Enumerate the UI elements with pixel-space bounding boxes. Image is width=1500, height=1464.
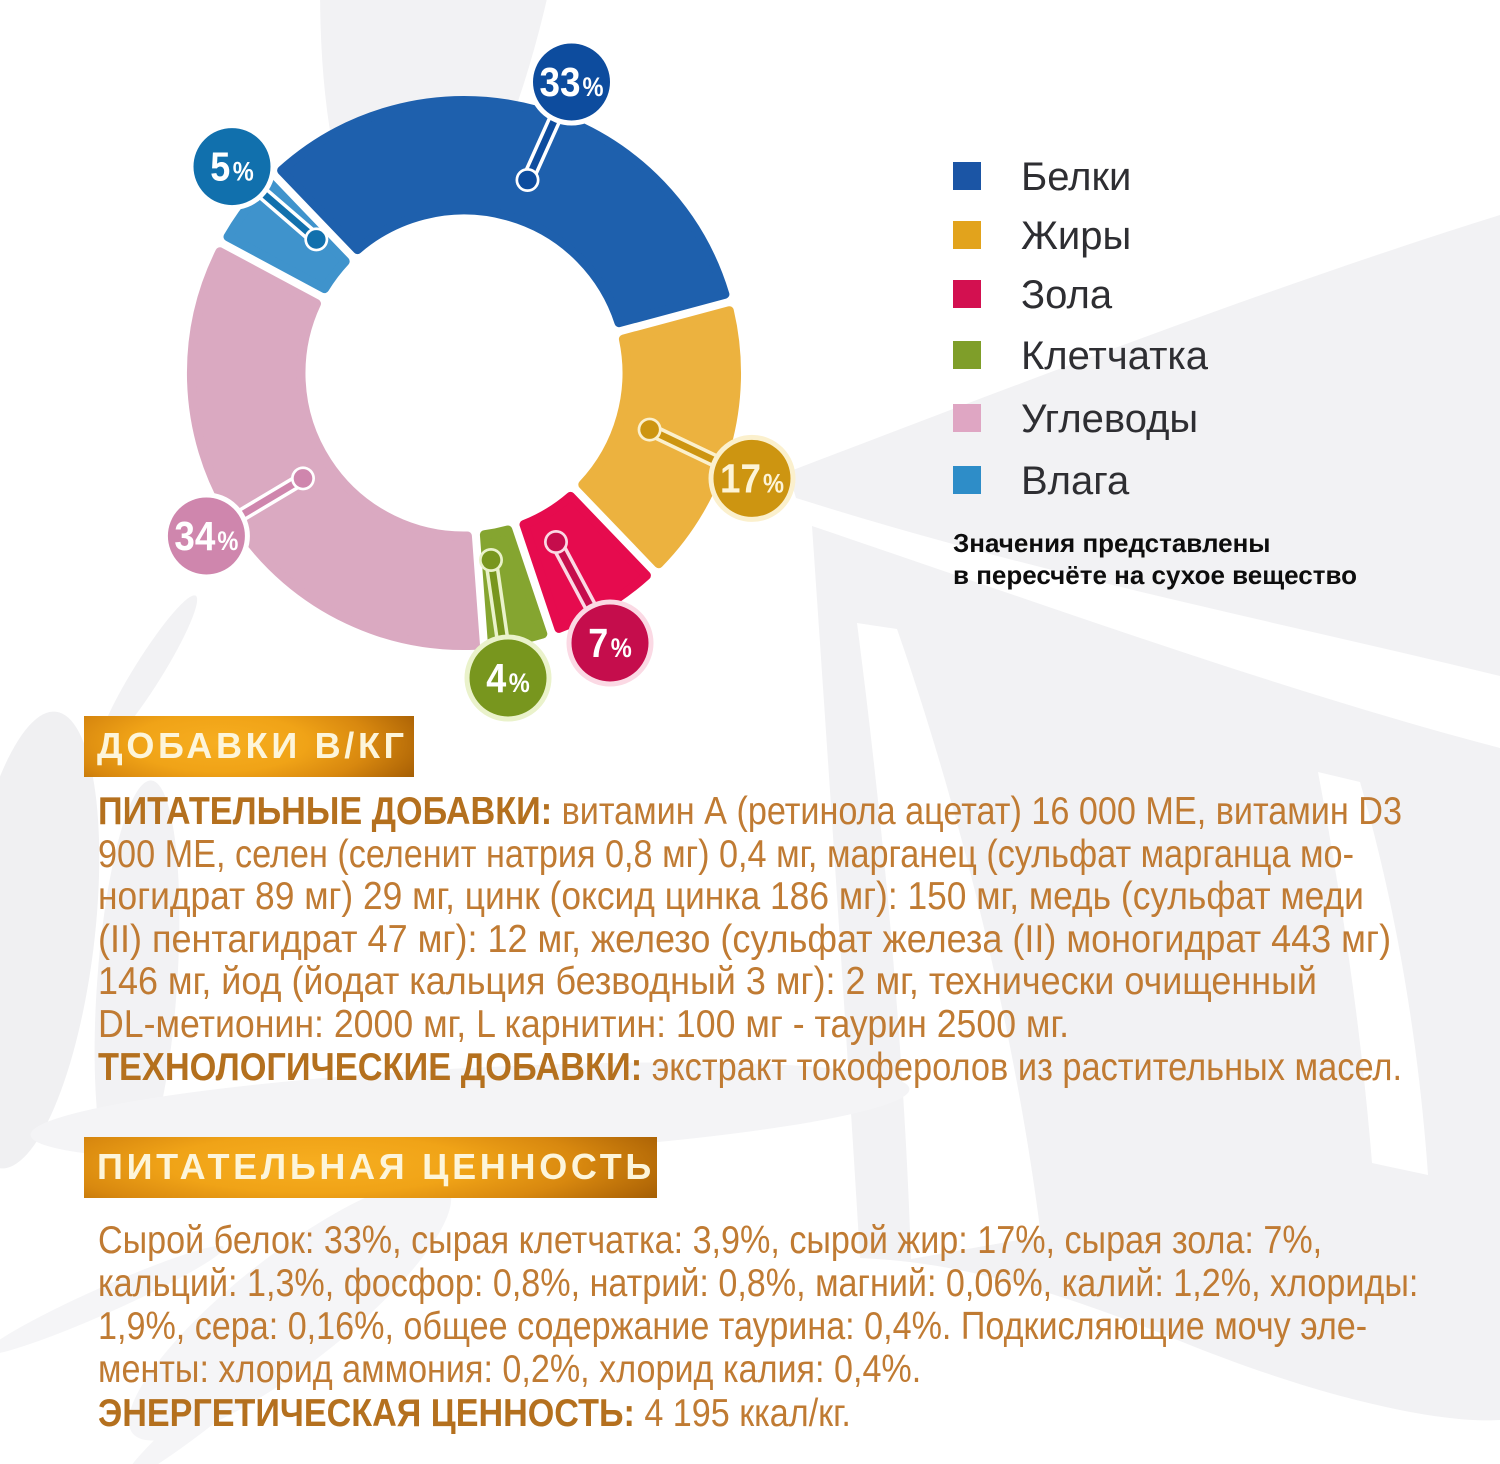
svg-text:%: % [509,668,530,698]
svg-text:4: 4 [486,655,506,701]
svg-text:%: % [611,633,632,663]
svg-text:%: % [763,468,784,498]
svg-text:17: 17 [720,455,761,501]
svg-text:34: 34 [174,513,215,559]
svg-text:7: 7 [588,620,608,666]
svg-text:%: % [233,157,254,187]
svg-text:%: % [217,526,238,556]
svg-text:33: 33 [540,59,581,105]
svg-text:%: % [583,72,604,102]
svg-text:5: 5 [210,144,230,190]
